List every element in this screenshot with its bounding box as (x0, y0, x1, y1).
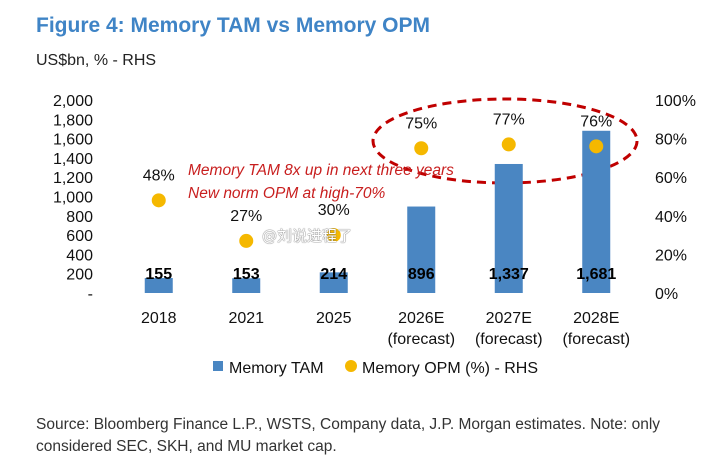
bar-value-label: 1,681 (576, 266, 616, 283)
y-right-tick-label: 0% (655, 286, 678, 303)
opm-value-label: 27% (230, 208, 262, 225)
legend-label-memory-opm: Memory OPM (%) - RHS (362, 360, 538, 377)
chart-title: Figure 4: Memory TAM vs Memory OPM (36, 14, 431, 37)
opm-value-label: 75% (405, 115, 437, 132)
bar-value-label: 1,337 (489, 266, 529, 283)
opm-value-label: 30% (318, 202, 350, 219)
opm-dot (326, 228, 341, 243)
x-tick-label: 2018 (141, 310, 177, 327)
y-left-tick-label: 1,800 (53, 112, 93, 129)
y-left-tick-label: 1,200 (53, 170, 93, 187)
y-right-tick-label: 40% (655, 209, 687, 226)
opm-dot (239, 233, 254, 248)
chart-subtitle: US$bn, % - RHS (36, 52, 157, 69)
annotation-tam-growth: Memory TAM 8x up in next three years (188, 162, 454, 179)
x-tick-label: 2028E (573, 310, 619, 327)
highlight-ellipse (371, 97, 639, 185)
y-left-tick-label: 1,000 (53, 190, 93, 207)
bar-memory-tam (407, 206, 436, 293)
y-left-tick-label: - (88, 286, 93, 303)
source-note: Source: Bloomberg Finance L.P., WSTS, Co… (36, 416, 661, 455)
bar-value-label: 214 (320, 266, 347, 283)
legend-swatch-memory-tam (213, 361, 223, 371)
y-left-tick-label: 600 (66, 228, 93, 245)
bar-value-label: 155 (145, 266, 172, 283)
opm-dot (414, 141, 429, 156)
annotation-opm-norm: New norm OPM at high-70% (188, 185, 386, 202)
x-tick-label: (forecast) (475, 331, 543, 348)
y-right-tick-label: 60% (655, 170, 687, 187)
x-tick-label: 2025 (316, 310, 352, 327)
y-right-tick-label: 100% (655, 93, 696, 110)
y-left-tick-label: 800 (66, 209, 93, 226)
x-tick-label: 2026E (398, 310, 444, 327)
bar-value-label: 153 (233, 266, 260, 283)
watermark: @刘说进程了 (262, 227, 353, 245)
bar-memory-tam (319, 272, 348, 293)
opm-value-label: 48% (143, 167, 175, 184)
bar-value-label: 896 (408, 266, 435, 283)
x-tick-label: (forecast) (387, 331, 455, 348)
y-left-tick-label: 1,600 (53, 132, 93, 149)
x-tick-label: (forecast) (562, 331, 630, 348)
opm-dot (589, 139, 604, 154)
bar-memory-tam (232, 278, 261, 293)
y-right-tick-label: 80% (655, 132, 687, 149)
y-left-tick-label: 1,400 (53, 151, 93, 168)
y-right-tick-label: 20% (655, 247, 687, 264)
x-tick-label: 2027E (486, 310, 532, 327)
y-left-tick-label: 200 (66, 267, 93, 284)
bar-memory-tam (494, 163, 523, 293)
legend-swatch-memory-opm (345, 360, 357, 372)
bar-memory-tam (144, 278, 173, 293)
bar-memory-tam (582, 130, 611, 293)
x-tick-label: 2021 (228, 310, 264, 327)
chart: - 200 400 600 800 1,000 1,200 1,400 1,600 1,800 2,… (53, 93, 696, 377)
opm-value-label: 76% (580, 113, 612, 130)
opm-dot (151, 193, 166, 208)
y-left-tick-label: 2,000 (53, 93, 93, 110)
y-left-tick-label: 400 (66, 247, 93, 264)
opm-dot (501, 137, 516, 152)
opm-value-label: 77% (493, 111, 525, 128)
legend-label-memory-tam: Memory TAM (229, 360, 324, 377)
